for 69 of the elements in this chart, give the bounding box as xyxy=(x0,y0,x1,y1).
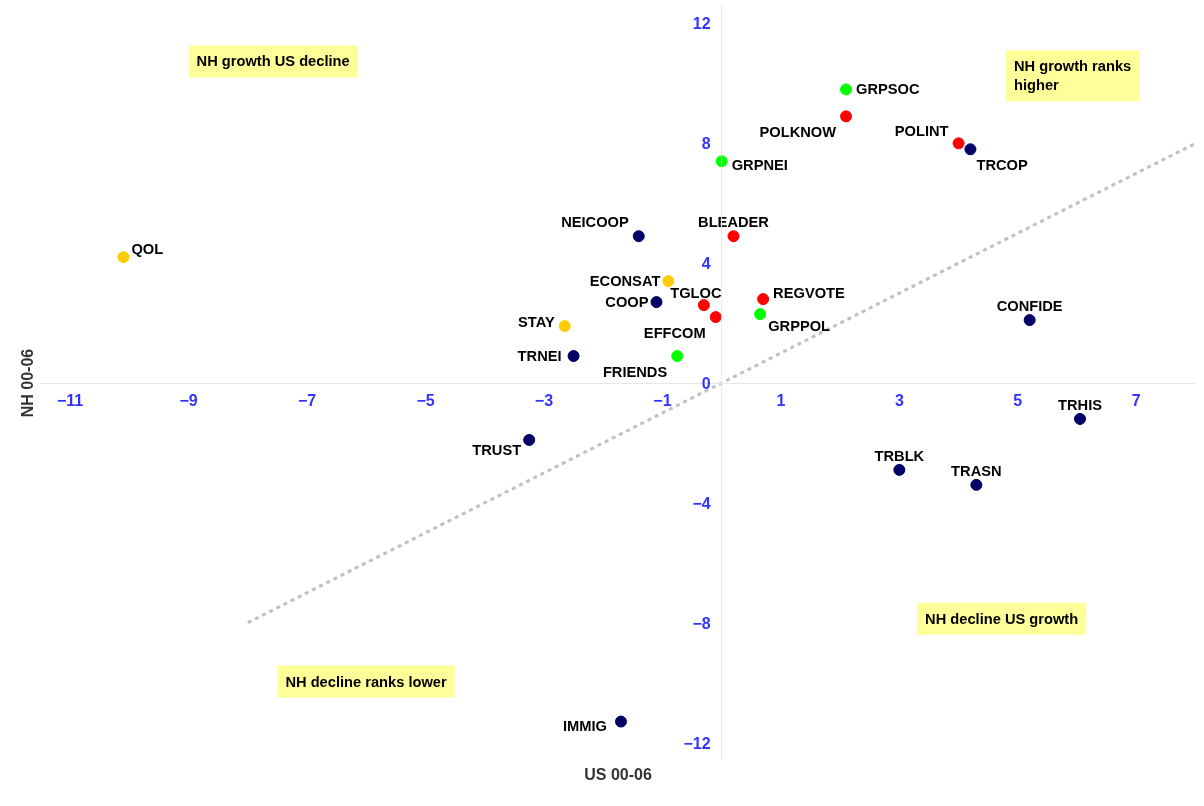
point xyxy=(893,463,906,476)
x-tick-label: −7 xyxy=(297,392,317,409)
series-label: TRHIS xyxy=(1058,396,1103,413)
series-label: TRCOP xyxy=(976,157,1028,174)
series-label: GRPPOL xyxy=(768,318,831,335)
point xyxy=(523,433,536,446)
x-tick-label: 1 xyxy=(776,392,786,409)
x-tick-label: 7 xyxy=(1131,392,1141,409)
point xyxy=(650,296,663,309)
x-tick-label: 3 xyxy=(894,392,904,409)
series-label: GRPNEI xyxy=(731,157,788,174)
x-tick-label: −9 xyxy=(179,392,198,409)
x-tick-label: −1 xyxy=(653,392,672,409)
point xyxy=(614,715,627,728)
series-label: EFFCOM xyxy=(643,325,706,342)
point xyxy=(662,275,675,288)
annotation: NH decline ranks lower xyxy=(285,673,447,690)
series-label: STAY xyxy=(518,314,555,331)
point xyxy=(632,230,645,243)
y-tick-label: 4 xyxy=(701,255,711,273)
annotation: NH growth ranks higher xyxy=(1013,58,1132,94)
series-label: TGLOC xyxy=(670,285,722,302)
y-tick-label: −12 xyxy=(683,734,711,752)
y-tick-label: −4 xyxy=(692,494,711,512)
y-tick-label: 0 xyxy=(701,375,711,392)
point xyxy=(970,478,983,491)
series-label: ECONSAT xyxy=(589,273,661,290)
series-label: POLKNOW xyxy=(759,124,837,141)
point xyxy=(840,110,853,123)
series-label: COOP xyxy=(605,294,649,311)
annotation: NH decline US growth xyxy=(925,610,1079,627)
series-label: GRPSOC xyxy=(856,81,920,98)
point xyxy=(671,350,684,363)
x-tick-label: −5 xyxy=(416,392,435,409)
point xyxy=(727,230,740,243)
series-label: TRUST xyxy=(472,441,522,458)
series-label: QOL xyxy=(131,241,164,258)
series-label: POLINT xyxy=(894,123,949,140)
series-label: CONFIDE xyxy=(996,298,1063,315)
y-tick-label: −8 xyxy=(692,614,711,632)
point xyxy=(709,311,722,324)
series-label: TRBLK xyxy=(874,447,925,464)
point xyxy=(840,83,853,96)
point xyxy=(715,155,728,168)
point xyxy=(1074,412,1086,425)
annotation: NH growth US decline xyxy=(196,53,350,70)
point xyxy=(964,143,977,156)
series-label: FRIENDS xyxy=(602,364,668,381)
series-label: REGVOTE xyxy=(773,285,845,302)
point xyxy=(567,350,580,363)
y-tick-label: 8 xyxy=(701,135,711,153)
series-label: BLEADER xyxy=(698,214,770,231)
x-axis-title: US 00-06 xyxy=(584,765,652,783)
point xyxy=(117,251,130,264)
series-label: TRNEI xyxy=(517,348,562,365)
point xyxy=(1023,314,1036,327)
point xyxy=(558,320,571,333)
point xyxy=(757,293,770,306)
point xyxy=(754,308,767,321)
point xyxy=(697,299,710,312)
x-tick-label: −11 xyxy=(56,392,84,409)
series-label: IMMIG xyxy=(563,717,607,734)
point xyxy=(952,137,965,150)
y-axis-title: NH 00-06 xyxy=(18,348,36,418)
x-tick-label: −3 xyxy=(534,392,554,409)
x-tick-label: 5 xyxy=(1013,392,1023,409)
y-tick-label: 12 xyxy=(692,15,711,33)
series-label: NEICOOP xyxy=(561,214,629,231)
series-label: TRASN xyxy=(951,462,1002,479)
